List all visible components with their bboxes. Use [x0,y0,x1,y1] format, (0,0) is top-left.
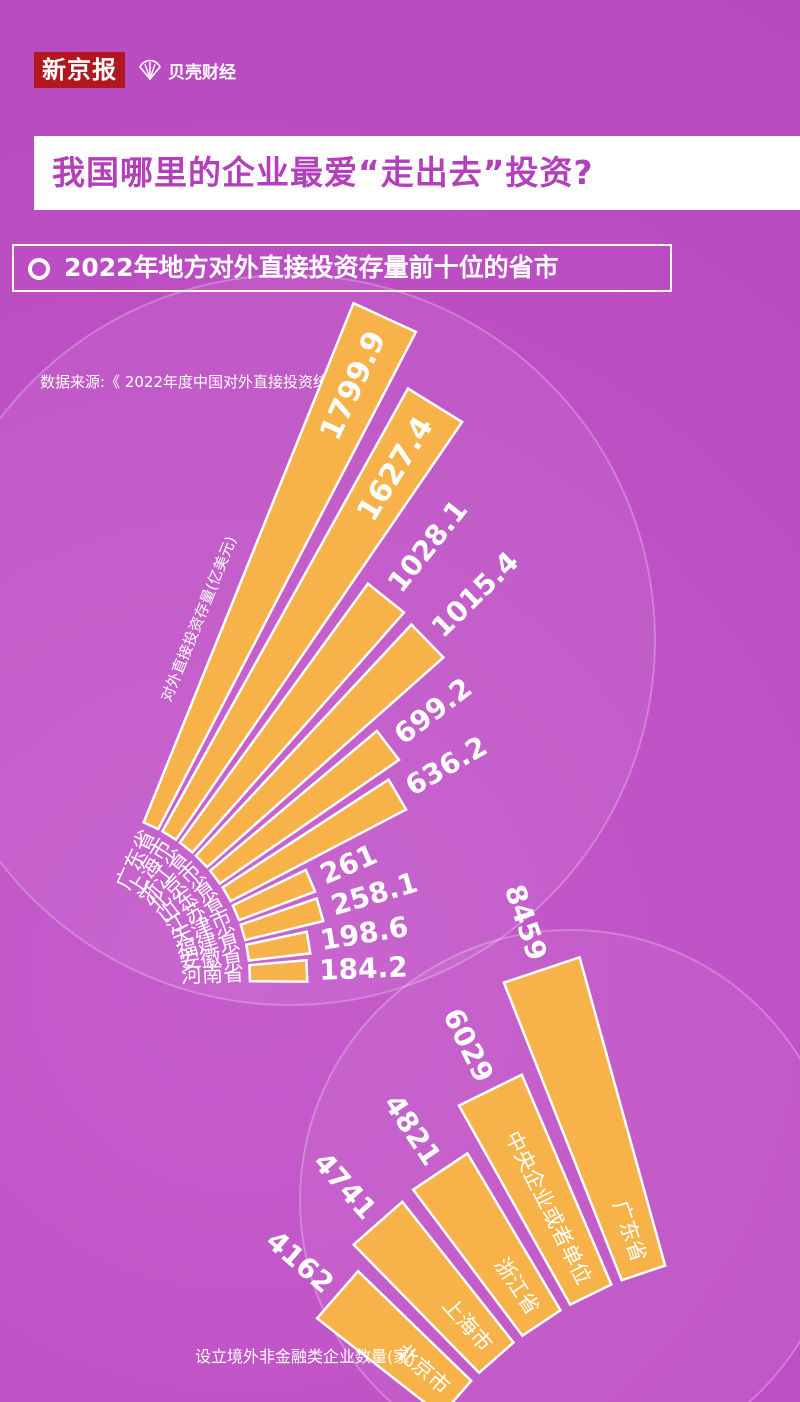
sub-brand-name: 贝壳财经 [168,62,236,83]
investment-bar [239,896,325,942]
investment-bar [194,622,446,869]
investment-bar [244,930,312,962]
province-label: 河南省 [180,961,244,988]
newspaper-logo: 新京报 [34,52,125,88]
axis-label: 设立境外非金融类企业数量(家) [195,1347,416,1366]
ring-icon [28,258,50,280]
shell-icon [139,59,161,81]
enterprise-bar [411,1151,563,1338]
brand-header: 新京报 贝壳财经 [34,52,236,88]
investment-bar [220,777,408,903]
enterprise-bar [502,955,667,1282]
data-source: 数据来源:《 2022年度中国对外直接投资统计公报 》 [40,373,393,391]
page-title: 我国哪里的企业最爱“走出去”投资? [52,153,594,192]
investment-bar [231,868,317,922]
enterprise-bar [351,1199,516,1375]
investment-bar [208,729,401,886]
enterprise-bar [315,1269,473,1402]
investment-bar [160,386,464,842]
enterprise-bar [457,1072,613,1307]
chart-subtitle: 2022年地方对外直接投资存量前十位的省市 [64,253,559,282]
subtitle-banner: 2022年地方对外直接投资存量前十位的省市 [12,244,672,292]
investment-bar [248,958,309,983]
sub-brand: 贝壳财经 [137,58,236,83]
investment-bar [178,581,406,855]
value-label: 184.2 [318,950,408,987]
title-banner: 我国哪里的企业最爱“走出去”投资? [34,136,800,210]
investment-bar [142,301,418,831]
